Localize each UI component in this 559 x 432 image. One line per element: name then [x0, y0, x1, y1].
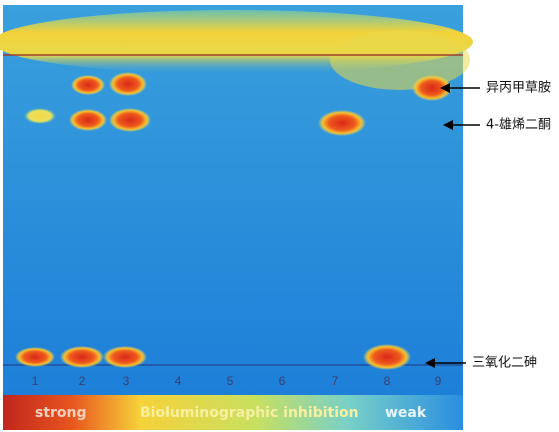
spot — [60, 346, 104, 368]
annotation: 4-雄烯二酮 — [486, 118, 551, 133]
lane-label: 7 — [332, 374, 339, 388]
spot — [71, 75, 105, 95]
spot — [109, 108, 151, 132]
spot — [24, 108, 56, 124]
spot — [363, 344, 411, 370]
lane-label: 9 — [435, 374, 442, 388]
lane-label: 1 — [32, 374, 39, 388]
annotation: 异丙甲草胺 — [486, 81, 551, 96]
diffuse-zone — [330, 30, 470, 90]
spot — [109, 72, 147, 96]
lane-label: 2 — [79, 374, 86, 388]
lane-label: 3 — [123, 374, 130, 388]
spot — [318, 110, 366, 136]
annotation: 三氧化二砷 — [472, 356, 537, 371]
lane-label: 5 — [227, 374, 234, 388]
spot — [103, 346, 147, 368]
scale-weak: weak — [385, 405, 427, 421]
scale-middle: Bioluminographic inhibition — [140, 405, 359, 421]
page: {"plate": {"lanes": ["1", "2", "3", "4",… — [0, 0, 559, 432]
spot — [69, 109, 107, 131]
lane-label: 6 — [279, 374, 286, 388]
lane-label: 8 — [384, 374, 391, 388]
spot — [15, 347, 55, 367]
scale-strong: strong — [35, 405, 87, 421]
figure: 1 2 3 4 5 6 7 8 9 strong Bioluminographic inhibi… — [0, 0, 559, 432]
lane-label: 4 — [175, 374, 182, 388]
